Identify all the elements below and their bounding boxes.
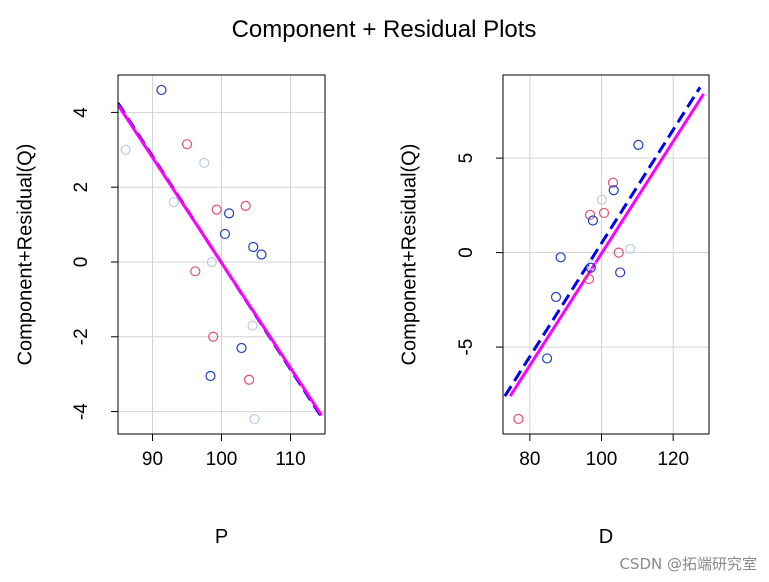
data-point bbox=[206, 256, 217, 268]
y-axis-title: Component+Residual(Q) bbox=[14, 144, 36, 366]
x-tick-label: 100 bbox=[586, 449, 618, 470]
x-axis-title: P bbox=[215, 526, 228, 548]
y-tick-label: 4 bbox=[71, 107, 92, 118]
y-tick-label: -4 bbox=[71, 403, 92, 420]
y-tick-label: -5 bbox=[456, 339, 477, 356]
y-tick-label: 5 bbox=[456, 153, 477, 164]
data-point bbox=[249, 413, 260, 425]
data-point bbox=[585, 262, 596, 273]
data-point bbox=[598, 207, 610, 219]
data-point bbox=[205, 370, 216, 382]
data-point bbox=[120, 144, 131, 155]
data-point bbox=[615, 267, 626, 278]
data-point bbox=[199, 157, 210, 168]
data-point bbox=[513, 413, 524, 424]
data-point bbox=[608, 185, 619, 196]
x-tick-label: 90 bbox=[142, 449, 163, 470]
data-point bbox=[541, 353, 553, 364]
data-point bbox=[625, 243, 636, 254]
data-point bbox=[248, 241, 259, 253]
data-point bbox=[613, 247, 624, 258]
x-axis-title: D bbox=[599, 526, 613, 548]
data-point bbox=[244, 374, 255, 385]
y-axis-title: Component+Residual(Q) bbox=[398, 144, 420, 366]
x-tick-label: 100 bbox=[206, 449, 238, 470]
data-point bbox=[555, 252, 566, 263]
panel-d-plot: 80 100 120 -5 0 5 D Component+Residual(Q) bbox=[398, 74, 710, 548]
data-point bbox=[236, 342, 247, 354]
data-point bbox=[190, 266, 201, 277]
data-point bbox=[584, 209, 596, 220]
smoother-line bbox=[508, 93, 705, 398]
y-tick-label: 2 bbox=[71, 182, 92, 193]
panel-p-plot: 90 100 110 -4 -2 0 2 4 P Component+Residual(Q) bbox=[14, 74, 326, 548]
data-point bbox=[208, 331, 219, 342]
y-tick-label: 0 bbox=[456, 247, 477, 258]
data-point bbox=[583, 273, 595, 285]
data-point bbox=[156, 84, 167, 96]
data-point bbox=[256, 249, 267, 260]
smoother-line bbox=[118, 104, 323, 417]
data-point bbox=[240, 200, 251, 211]
y-tick-label: -2 bbox=[71, 328, 92, 345]
x-tick-label: 110 bbox=[275, 449, 305, 470]
data-point bbox=[596, 194, 607, 205]
data-point bbox=[247, 320, 258, 331]
data-point bbox=[607, 177, 619, 188]
plot-area bbox=[118, 84, 323, 425]
figure-title: Component + Residual Plots bbox=[232, 16, 537, 43]
data-point bbox=[181, 139, 193, 150]
data-point bbox=[550, 291, 562, 303]
fit-line bbox=[503, 86, 702, 398]
data-point bbox=[219, 228, 231, 240]
data-point bbox=[587, 215, 599, 226]
x-tick-label: 80 bbox=[519, 449, 540, 470]
data-point bbox=[633, 139, 644, 151]
watermark-text: CSDN @拓端研究室 bbox=[619, 555, 757, 573]
plot-frame bbox=[502, 74, 710, 435]
x-tick-label: 120 bbox=[657, 449, 689, 470]
data-point bbox=[223, 208, 235, 219]
data-point bbox=[211, 204, 222, 215]
data-point bbox=[168, 197, 179, 208]
plot-area bbox=[503, 86, 705, 424]
y-tick-label: 0 bbox=[71, 257, 92, 268]
